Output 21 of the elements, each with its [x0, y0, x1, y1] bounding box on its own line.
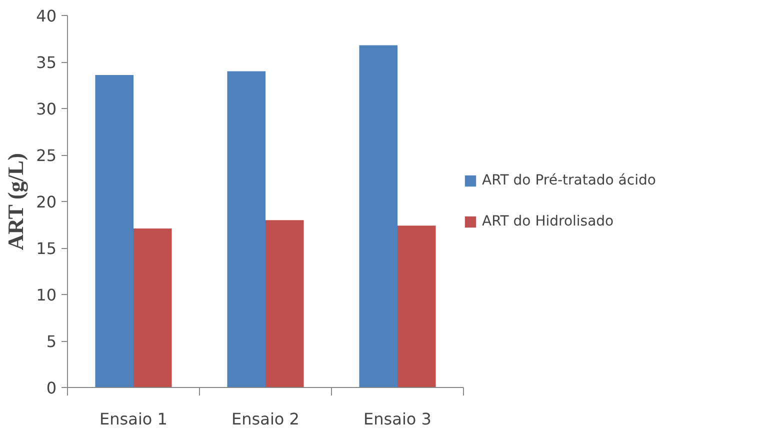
y-tick-label: 25 [36, 146, 56, 165]
y-axis-title: ART (g/L) [3, 153, 28, 250]
y-tick-label: 30 [36, 100, 56, 118]
y-tick-label: 5 [46, 332, 57, 351]
bar [227, 71, 266, 388]
y-tick-label: 10 [36, 286, 56, 304]
legend-label: ART do Pré-tratado ácido [482, 172, 656, 188]
bar [95, 75, 134, 388]
y-tick-label: 0 [46, 378, 57, 398]
y-tick-label: 15 [36, 239, 56, 258]
y-tick-label: 35 [36, 53, 56, 72]
y-tick-label: 20 [36, 192, 56, 212]
legend-label: ART do Hidrolisado [482, 214, 614, 230]
bar [398, 226, 436, 388]
bar [266, 220, 304, 388]
bar [359, 45, 398, 388]
y-tick-label: 40 [36, 6, 56, 26]
bar [134, 228, 172, 388]
x-tick-label: Ensaio 1 [100, 410, 168, 428]
x-tick-label: Ensaio 2 [232, 410, 300, 428]
x-tick-label: Ensaio 3 [364, 410, 432, 428]
